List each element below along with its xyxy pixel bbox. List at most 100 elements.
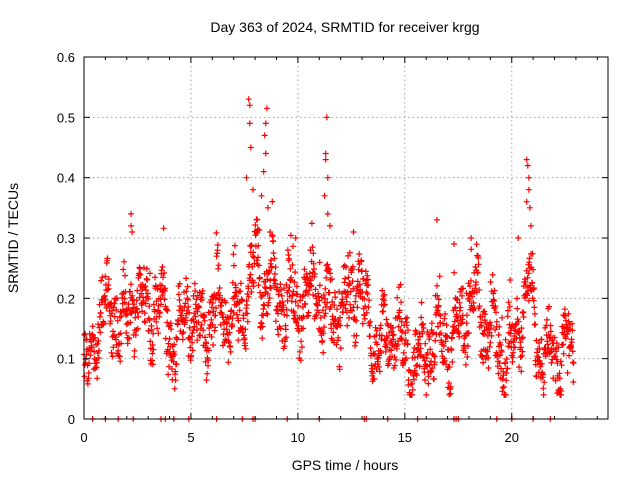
data-point bbox=[411, 376, 417, 383]
data-point bbox=[235, 337, 242, 344]
data-point bbox=[98, 277, 105, 284]
data-point bbox=[223, 326, 230, 333]
data-point bbox=[195, 319, 202, 326]
data-point bbox=[133, 297, 140, 304]
data-point bbox=[517, 339, 524, 346]
data-point bbox=[503, 377, 510, 384]
data-point bbox=[171, 385, 178, 392]
data-point bbox=[404, 340, 411, 347]
data-point bbox=[121, 258, 128, 265]
data-point bbox=[137, 265, 143, 272]
data-point bbox=[124, 340, 131, 347]
data-point bbox=[364, 276, 371, 283]
data-point bbox=[371, 375, 378, 382]
data-point bbox=[561, 313, 568, 319]
data-point bbox=[219, 342, 226, 349]
data-point bbox=[475, 261, 482, 268]
data-point bbox=[264, 311, 271, 318]
data-point bbox=[109, 353, 116, 360]
data-point bbox=[134, 325, 141, 332]
data-point bbox=[391, 362, 398, 369]
data-point bbox=[128, 222, 135, 229]
data-point bbox=[547, 322, 554, 329]
data-point bbox=[124, 311, 131, 318]
data-point bbox=[499, 384, 506, 391]
data-point bbox=[339, 296, 346, 303]
data-point bbox=[100, 320, 107, 326]
data-point bbox=[140, 264, 147, 271]
data-point bbox=[210, 308, 217, 315]
data-point bbox=[431, 376, 437, 383]
data-point bbox=[343, 264, 349, 271]
data-point bbox=[120, 266, 127, 273]
data-point bbox=[396, 315, 403, 322]
data-point bbox=[526, 255, 533, 262]
data-point bbox=[297, 357, 304, 364]
data-point bbox=[512, 321, 519, 328]
data-point bbox=[154, 325, 161, 332]
data-point bbox=[349, 307, 355, 314]
data-point bbox=[123, 329, 130, 336]
data-point bbox=[479, 353, 486, 360]
data-point bbox=[323, 114, 330, 121]
data-point bbox=[275, 310, 281, 317]
data-point bbox=[458, 292, 465, 299]
data-point bbox=[235, 317, 242, 324]
data-point bbox=[372, 350, 378, 357]
data-point bbox=[300, 292, 307, 299]
data-point bbox=[164, 319, 171, 326]
data-point bbox=[103, 304, 110, 311]
data-point bbox=[346, 314, 352, 321]
data-point bbox=[310, 291, 317, 298]
data-point bbox=[171, 351, 178, 358]
data-point bbox=[430, 352, 437, 359]
data-point bbox=[286, 284, 293, 291]
data-point bbox=[231, 262, 237, 269]
data-point bbox=[398, 299, 405, 306]
data-point bbox=[494, 351, 501, 358]
data-point bbox=[123, 321, 130, 328]
data-point bbox=[464, 354, 471, 360]
data-point bbox=[428, 367, 435, 374]
data-point bbox=[284, 312, 290, 319]
data-point bbox=[346, 249, 353, 256]
data-point bbox=[558, 388, 565, 394]
data-point bbox=[349, 278, 356, 285]
data-point bbox=[144, 276, 151, 283]
data-point bbox=[396, 307, 403, 314]
data-point bbox=[510, 349, 517, 356]
data-point bbox=[322, 295, 328, 302]
data-point bbox=[473, 279, 479, 286]
data-point bbox=[395, 323, 402, 330]
data-point bbox=[168, 326, 175, 333]
data-point bbox=[367, 345, 374, 352]
data-point bbox=[390, 331, 397, 338]
data-point bbox=[502, 391, 509, 398]
data-point bbox=[131, 347, 138, 354]
data-point bbox=[553, 340, 560, 347]
y-tick-label: 0.6 bbox=[57, 50, 75, 65]
data-point bbox=[540, 371, 546, 378]
data-point bbox=[231, 242, 238, 249]
data-point bbox=[247, 144, 254, 151]
y-tick-label: 0.1 bbox=[57, 352, 75, 367]
data-point bbox=[229, 322, 236, 329]
data-point bbox=[158, 301, 164, 308]
data-point bbox=[423, 355, 430, 361]
data-point bbox=[495, 370, 502, 377]
data-point bbox=[117, 358, 124, 365]
data-point bbox=[486, 329, 493, 336]
data-point bbox=[449, 359, 456, 365]
data-point bbox=[347, 301, 354, 308]
data-point bbox=[464, 312, 470, 319]
data-point bbox=[270, 250, 277, 257]
data-point bbox=[95, 337, 102, 344]
data-point bbox=[497, 341, 504, 348]
data-point bbox=[295, 302, 302, 309]
data-point bbox=[324, 210, 331, 217]
data-point bbox=[261, 132, 268, 139]
data-point bbox=[424, 362, 431, 369]
x-tick-label: 5 bbox=[187, 430, 194, 445]
data-point bbox=[467, 277, 474, 284]
data-point bbox=[105, 276, 112, 283]
